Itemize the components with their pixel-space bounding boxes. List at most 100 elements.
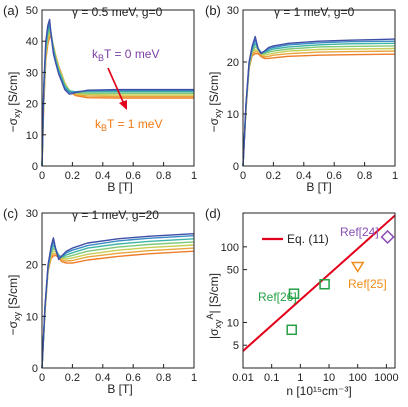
x-tick-label: 0.2 [266,170,281,182]
label-kbt-1-sub: B [101,123,107,133]
panel-b-annotation: γ = 1 meV, g=0 [274,5,355,19]
y-tick-label: 40 [26,36,38,48]
y-tick-label: 30 [26,208,38,220]
series-line-6 [242,50,396,167]
panel-a: (a) γ = 0.5 meV, g=0 0 0.2 0.4 0.6 0.8 1 0 10 2… [3,3,197,194]
y-tick-label: 0 [233,161,239,173]
x-tick-label: 0 [240,170,246,182]
y-tick-label: 10 [227,317,239,329]
marker-triangle-down [350,261,365,273]
series-line-1 [41,18,194,167]
marker-square [286,324,297,336]
x-tick-label: 0 [39,170,45,182]
panel-a-x-ticks: 0 0.2 0.4 0.6 0.8 1 [39,162,197,182]
legend-label: Eq. (11) [287,232,329,246]
legend: Eq. (11) [262,232,329,246]
fit-line [242,214,396,352]
panel-d-y-label: |σxyA| [S/cm] [205,273,223,339]
panel-a-annotation: γ = 0.5 meV, g=0 [72,5,163,19]
x-tick-label: 0 [39,372,45,384]
label-kbt-0: kBT = 0 meV [92,47,160,63]
marker-diamond [380,229,395,245]
panel-d-x-ticks: 0.01 0.1 1 10 100 1000 [232,364,399,384]
panel-a-y-label: −σxy [S/cm] [6,72,22,133]
panel-c-frame [41,212,195,369]
label-kbt-1: kBT = 1 meV [95,117,163,133]
x-tick-label: 0.6 [126,170,141,182]
temperature-arrow [107,67,127,110]
panel-a-label: (a) [3,3,19,18]
x-tick-label: 0.6 [126,372,141,384]
x-tick-label: 1000 [374,372,398,384]
series-line-6 [41,247,195,369]
x-tick-label: 10 [323,372,335,384]
panel-a-y-ticks: 0 10 20 30 40 50 [26,5,46,173]
series-line-1 [41,233,195,369]
x-tick-label: 0.8 [156,170,171,182]
x-tick-label: 0.4 [95,170,110,182]
series-line-3 [242,42,396,167]
ref26-label: Ref[26] [258,290,297,304]
panel-d-label: (d) [205,206,221,221]
series-line-5 [41,244,195,369]
y-tick-label: 50 [26,5,38,17]
y-tick-label: 10 [227,109,239,121]
panel-b-y-ticks: 0 10 20 30 [227,5,247,173]
series-line-5 [242,47,396,167]
label-kbt-0-k: k [92,47,99,61]
panel-c-label: (c) [3,206,18,221]
y-tick-label: 5 [233,340,239,352]
x-tick-label: 1 [191,372,197,384]
y-tick-label: 20 [227,57,239,69]
panel-a-frame [41,9,195,167]
series-line-7 [242,53,396,167]
marker-square [319,279,330,290]
panel-a-series [41,18,194,167]
panel-b-frame [242,9,396,167]
y-tick-label: 100 [221,242,239,254]
x-tick-label: 1 [297,372,303,384]
panel-c-x-ticks: 0 0.2 0.4 0.6 0.8 1 [39,364,197,384]
ref24-label: Ref[24] [340,225,379,239]
y-tick-label: 0 [32,363,38,375]
panel-b-y-label: −σxy [S/cm] [207,72,223,133]
y-tick-label: 20 [26,260,38,272]
panel-c-x-label: B [T] [107,382,132,396]
series-line-1 [242,35,396,167]
ref25-label: Ref[25] [348,277,387,291]
panel-d-y-ticks: 5 10 50 100 [221,242,247,352]
panel-b: (b) γ = 1 meV, g=0 0 0.2 0.4 0.6 0.8 1 0 10 20 3… [205,3,398,194]
y-tick-label: 30 [26,67,38,79]
x-tick-label: 0.8 [357,170,372,182]
temperature-arrow-head [119,100,127,110]
y-tick-label: 10 [26,130,38,142]
temperature-arrow-line [107,67,125,105]
label-kbt-0-sub: B [98,53,104,63]
x-tick-label: 0.01 [232,372,253,384]
panel-c-annotation: γ = 1 meV, g=20 [72,208,159,222]
y-tick-label: 0 [32,161,38,173]
panel-b-x-label: B [T] [306,180,331,194]
panel-d-x-label: n [10¹⁵cm⁻³] [286,384,351,398]
x-tick-label: 0.6 [327,170,342,182]
x-tick-label: 1 [392,170,398,182]
panel-c-y-ticks: 0 10 20 30 [26,208,46,375]
panel-d-fit [242,214,396,352]
y-tick-label: 20 [26,99,38,111]
panel-c-series [41,233,195,369]
x-tick-label: 0.2 [65,372,80,384]
panel-b-label: (b) [205,3,221,18]
x-tick-label: 0.4 [296,170,311,182]
panel-b-x-ticks: 0 0.2 0.4 0.6 0.8 1 [240,162,398,182]
marker-square [288,288,300,299]
label-kbt-0-rest: T = 0 meV [104,47,159,61]
x-tick-label: 0.2 [65,170,80,182]
series-line-7 [41,250,195,369]
y-tick-label: 50 [227,265,239,277]
y-tick-label: 30 [227,5,239,17]
panel-c-y-label: −σxy [S/cm] [6,275,22,336]
y-tick-label: 10 [26,311,38,323]
label-kbt-1-rest: T = 1 meV [107,117,162,131]
